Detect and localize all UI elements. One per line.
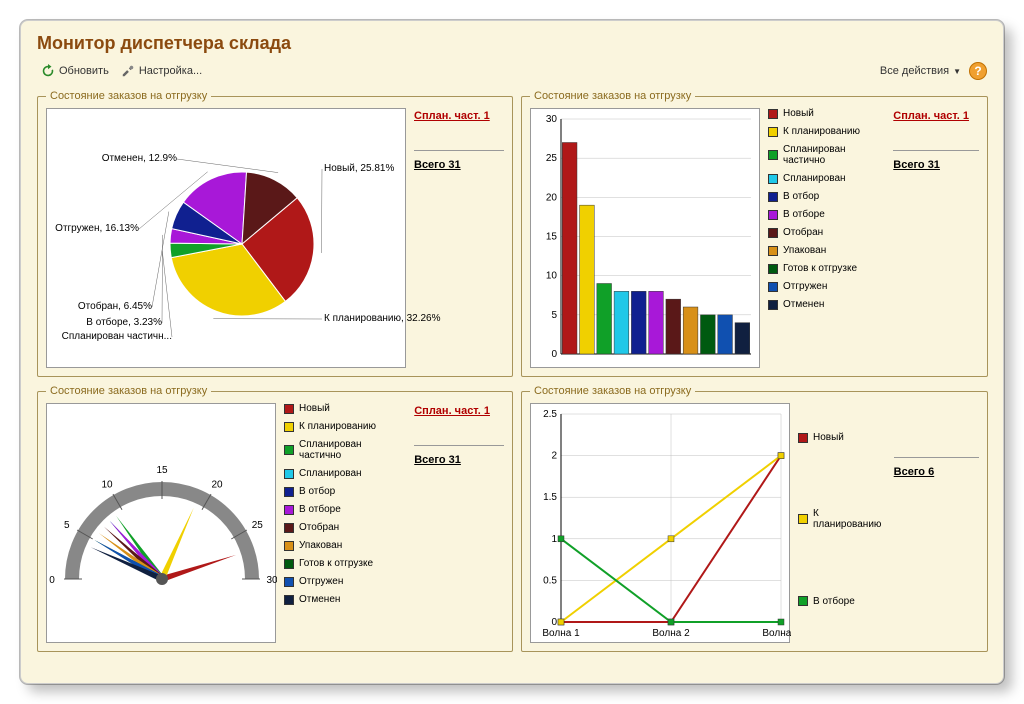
panel-bar-title: Состояние заказов на отгрузку xyxy=(530,90,695,102)
legend-item: Отобран xyxy=(768,227,885,238)
svg-text:0: 0 xyxy=(551,617,557,628)
bar-legend: Новый К планированию Спланирован частично С… xyxy=(768,108,885,317)
legend-item: Упакован xyxy=(768,245,885,256)
legend-item: В отборе xyxy=(284,504,406,515)
svg-text:5: 5 xyxy=(64,520,70,531)
pie-chart: Новый, 25.81%К планированию, 32.26%Сплан… xyxy=(46,108,406,368)
toolbar: Обновить Настройка... Все действия ▼ ? xyxy=(37,62,987,80)
legend-item: Отгружен xyxy=(768,281,885,292)
pie-slice-label: Новый, 25.81% xyxy=(324,163,394,174)
pie-slice-label: Отобран, 6.45% xyxy=(32,301,152,312)
pie-slice-label: В отборе, 3.23% xyxy=(42,317,162,328)
svg-text:1.5: 1.5 xyxy=(543,492,557,503)
legend-item: Новый xyxy=(284,403,406,414)
svg-text:1: 1 xyxy=(551,534,557,545)
panel-pie: Состояние заказов на отгрузку Новый, 25.… xyxy=(37,90,513,377)
svg-text:25: 25 xyxy=(546,153,558,164)
legend-item: Новый xyxy=(768,108,885,119)
legend-item: Готов к отгрузке xyxy=(284,558,406,569)
legend-item: К планированию xyxy=(768,126,885,137)
svg-text:0: 0 xyxy=(49,575,55,586)
panel-line: Состояние заказов на отгрузку 0 0.5 1 1.5 2 2… xyxy=(521,385,988,652)
legend-item: Отгружен xyxy=(284,576,406,587)
refresh-icon xyxy=(41,64,55,78)
legend-item: Спланирован частично xyxy=(768,144,885,166)
refresh-label: Обновить xyxy=(59,65,109,77)
pie-total: Всего 31 xyxy=(414,159,504,171)
legend-item: Отменен xyxy=(768,299,885,310)
gauge-link[interactable]: Сплан. част. 1 xyxy=(414,405,504,417)
svg-text:Волна 3: Волна 3 xyxy=(762,628,791,639)
line-chart: 0 0.5 1 1.5 2 2.5 Волна 1 Волна 2 Волна 3 xyxy=(530,403,790,643)
legend-item: В отборе xyxy=(798,596,886,607)
pie-slice-label: Отгружен, 16.13% xyxy=(19,223,139,234)
svg-text:2: 2 xyxy=(551,451,557,462)
legend-item: К планированию xyxy=(798,508,886,530)
legend-item: Отменен xyxy=(284,594,406,605)
wrench-icon xyxy=(121,64,135,78)
panel-pie-title: Состояние заказов на отгрузку xyxy=(46,90,211,102)
panel-gauge: Состояние заказов на отгрузку 0 5 10 15 20 25… xyxy=(37,385,513,652)
panel-gauge-title: Состояние заказов на отгрузку xyxy=(46,385,211,397)
svg-text:Волна 2: Волна 2 xyxy=(652,628,690,639)
pie-slice-label: К планированию, 32.26% xyxy=(324,313,441,324)
svg-text:0: 0 xyxy=(551,349,557,360)
line-legend: Новый К планированию В отборе xyxy=(798,403,886,643)
panel-line-title: Состояние заказов на отгрузку xyxy=(530,385,695,397)
legend-item: К планированию xyxy=(284,421,406,432)
pie-link[interactable]: Сплан. част. 1 xyxy=(414,110,504,122)
legend-item: В отборе xyxy=(768,209,885,220)
gauge-legend: Новый К планированию Спланирован частично С… xyxy=(284,403,406,612)
legend-item: В отбор xyxy=(284,486,406,497)
svg-text:Волна 1: Волна 1 xyxy=(542,628,580,639)
svg-text:10: 10 xyxy=(546,271,558,282)
settings-button[interactable]: Настройка... xyxy=(117,62,206,80)
bar-chart: 0 5 10 15 20 25 30 xyxy=(530,108,760,368)
legend-item: Спланирован xyxy=(284,468,406,479)
svg-text:20: 20 xyxy=(211,480,223,491)
all-actions-dropdown[interactable]: Все действия ▼ xyxy=(876,63,965,79)
page-title: Монитор диспетчера склада xyxy=(37,33,987,54)
svg-text:30: 30 xyxy=(266,575,277,586)
bar-link[interactable]: Сплан. част. 1 xyxy=(893,110,979,122)
settings-label: Настройка... xyxy=(139,65,202,77)
svg-text:2.5: 2.5 xyxy=(543,409,557,420)
chevron-down-icon: ▼ xyxy=(953,67,961,76)
legend-item: Отобран xyxy=(284,522,406,533)
svg-text:30: 30 xyxy=(546,114,558,125)
dashboard-window: Монитор диспетчера склада Обновить Настр… xyxy=(20,20,1004,684)
svg-text:25: 25 xyxy=(252,520,264,531)
legend-item: Спланирован частично xyxy=(284,439,406,461)
svg-text:15: 15 xyxy=(156,465,168,476)
svg-text:10: 10 xyxy=(101,480,113,491)
help-button[interactable]: ? xyxy=(969,62,987,80)
gauge-chart: 0 5 10 15 20 25 30 xyxy=(46,403,276,643)
legend-item: Спланирован xyxy=(768,173,885,184)
all-actions-label: Все действия xyxy=(880,65,949,77)
line-total: Всего 6 xyxy=(894,466,980,478)
pie-slice-label: Спланирован частичн... xyxy=(52,331,172,342)
bar-total: Всего 31 xyxy=(893,159,979,171)
gauge-total: Всего 31 xyxy=(414,454,504,466)
panel-bar: Состояние заказов на отгрузку 0 5 10 15 20 25… xyxy=(521,90,988,377)
pie-slice-label: Отменен, 12.9% xyxy=(57,153,177,164)
svg-text:0.5: 0.5 xyxy=(543,575,557,586)
svg-text:20: 20 xyxy=(546,192,558,203)
legend-item: В отбор xyxy=(768,191,885,202)
legend-item: Новый xyxy=(798,432,886,443)
legend-item: Упакован xyxy=(284,540,406,551)
svg-text:15: 15 xyxy=(546,232,558,243)
svg-text:5: 5 xyxy=(551,310,557,321)
refresh-button[interactable]: Обновить xyxy=(37,62,113,80)
legend-item: Готов к отгрузке xyxy=(768,263,885,274)
